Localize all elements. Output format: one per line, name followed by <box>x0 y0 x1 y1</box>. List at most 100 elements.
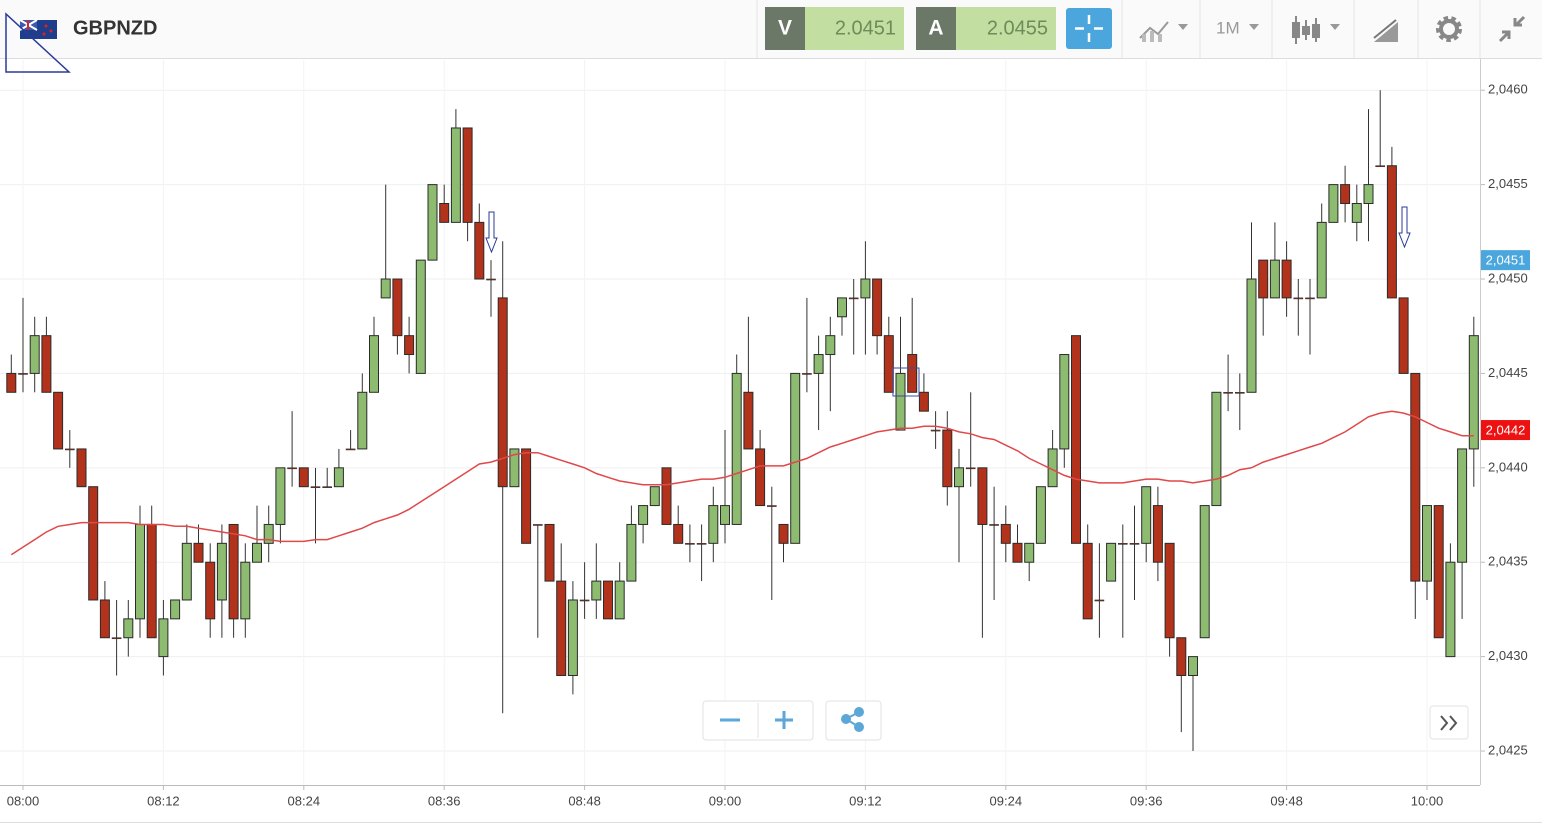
candle-body <box>649 486 660 507</box>
candle-body <box>1012 542 1023 563</box>
candle-body <box>357 391 368 450</box>
candle-body <box>369 335 379 393</box>
candle-body <box>743 391 754 450</box>
candle-body <box>1188 656 1198 676</box>
x-tick-label: 08:00 <box>7 793 40 808</box>
candle-body <box>29 335 40 374</box>
scroll-end-button[interactable] <box>1429 705 1469 740</box>
candle-body <box>720 505 730 525</box>
moving-average <box>10 410 1474 556</box>
candle-body <box>1082 542 1093 620</box>
candle-body <box>1223 391 1233 394</box>
x-tick-label: 10:00 <box>1411 793 1444 808</box>
candle-body <box>1071 335 1081 544</box>
candle-body <box>521 448 532 544</box>
candle-body <box>123 618 134 639</box>
candle-body <box>731 372 742 525</box>
ask-box[interactable] <box>956 7 1056 50</box>
candle-body <box>263 523 274 544</box>
candle-body <box>837 297 847 318</box>
price-tag-label: 2,0442 <box>1486 422 1526 437</box>
candle-body <box>158 618 169 658</box>
candle-body <box>450 127 461 223</box>
candle-body <box>802 373 812 375</box>
x-tick-label: 08:36 <box>428 793 461 808</box>
candle-body <box>965 467 976 470</box>
ask-label: A <box>928 17 943 40</box>
candle-body <box>567 599 578 676</box>
share-button[interactable] <box>841 707 864 732</box>
candle-body <box>1235 391 1245 394</box>
drawing-button[interactable] <box>1373 19 1398 42</box>
timeframe[interactable]: 1M <box>1216 18 1240 37</box>
candle-body <box>111 637 122 640</box>
candle-body <box>614 580 625 620</box>
crosshair-button[interactable] <box>1066 8 1112 49</box>
candle-body <box>193 542 204 563</box>
candle-body <box>497 297 508 488</box>
collapse-button[interactable] <box>1498 15 1526 43</box>
candle-body <box>1351 202 1362 223</box>
candle-body <box>825 335 836 356</box>
candle-body <box>486 278 496 281</box>
price-tag <box>1481 250 1530 271</box>
zoom-in[interactable] <box>775 711 793 729</box>
selection-box <box>892 367 920 397</box>
candle-body <box>135 523 145 620</box>
candle-body <box>1059 354 1070 450</box>
candle-body <box>1269 259 1280 299</box>
bid-price: 2.0451 <box>835 17 896 39</box>
candle-body <box>333 467 344 488</box>
symbol: GBPNZD <box>73 17 157 39</box>
y-tick-label: 2,0450 <box>1488 270 1528 285</box>
candle-body <box>766 505 777 507</box>
candle-body <box>146 523 157 639</box>
bid-box[interactable] <box>805 7 904 50</box>
candle-body <box>813 354 824 374</box>
candle-body <box>205 561 216 620</box>
candle-body <box>1118 543 1128 545</box>
candle-body <box>790 372 801 544</box>
candle-body <box>1398 297 1409 374</box>
triangle-drawing <box>5 12 71 73</box>
candle-body <box>1211 391 1222 507</box>
plot-area: 2,0425 2,0430 2,0435 2,0440 2,0445 2,0450 2,04… <box>0 60 1528 808</box>
candle-body <box>1258 259 1269 299</box>
candle-body <box>930 429 941 432</box>
candle-body <box>1141 486 1152 544</box>
candle-body <box>310 486 321 488</box>
candle-body <box>474 221 485 280</box>
candle-body <box>626 523 637 582</box>
x-tick-label: 09:00 <box>709 793 742 808</box>
x-tick-label: 08:24 <box>288 793 321 808</box>
candle-body <box>88 486 99 601</box>
candle-body <box>427 184 438 261</box>
candle-body <box>322 486 333 488</box>
candle-body <box>252 542 262 563</box>
candle-body <box>1129 543 1140 545</box>
candle-body <box>1433 505 1444 639</box>
candle-body <box>603 580 613 620</box>
candle-body <box>556 580 567 676</box>
candle-body <box>1094 599 1105 602</box>
candle-body <box>216 542 227 601</box>
candle-body <box>755 448 766 507</box>
candle-body <box>509 448 520 488</box>
candle-body <box>380 278 391 299</box>
settings-button[interactable] <box>1436 16 1462 42</box>
ask-price: 2.0455 <box>987 17 1048 39</box>
candle-body <box>65 448 75 451</box>
candle-body <box>696 543 707 545</box>
candle-body <box>1328 184 1339 223</box>
candle-body <box>907 354 918 393</box>
chart-type-button[interactable] <box>1292 16 1340 44</box>
candle-body <box>1281 259 1292 299</box>
candle-body <box>1363 184 1374 204</box>
candle-body <box>462 127 473 223</box>
candle-body <box>1106 542 1117 582</box>
zoom-controls <box>702 700 1469 741</box>
candle-body <box>1375 165 1385 168</box>
candle-body <box>1316 221 1327 299</box>
candle-body <box>895 372 906 431</box>
indicators-button[interactable] <box>1139 21 1188 42</box>
